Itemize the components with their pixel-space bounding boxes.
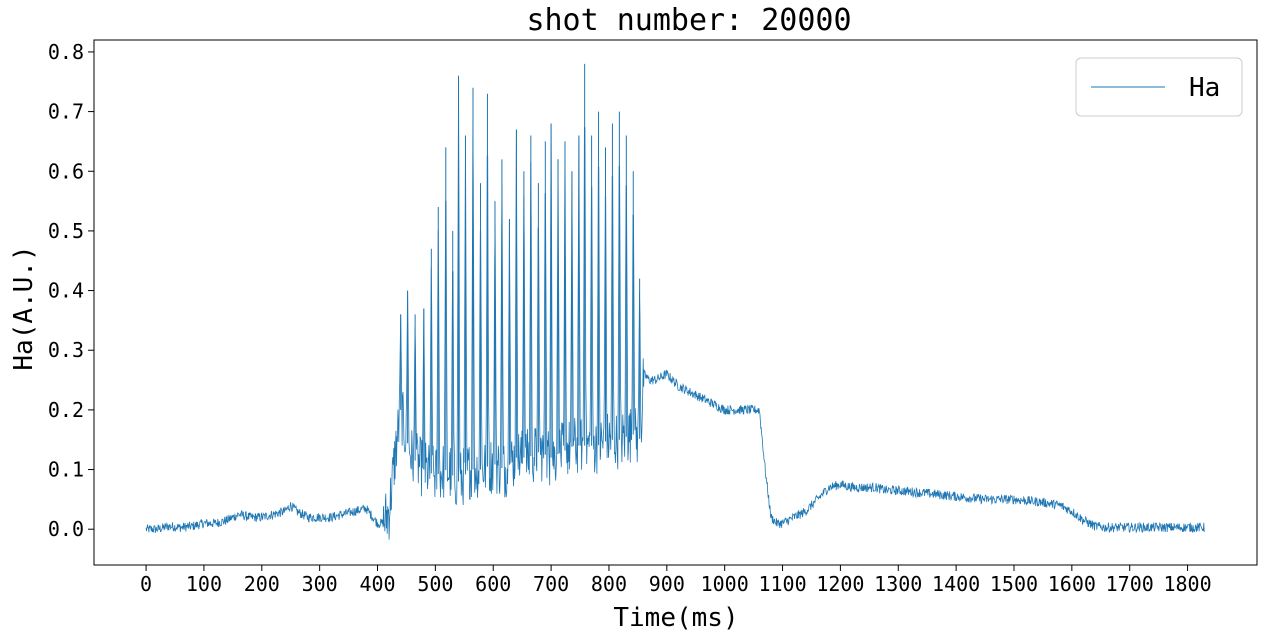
x-tick-label: 1500: [990, 572, 1038, 596]
x-tick-label: 1300: [874, 572, 922, 596]
x-tick-label: 700: [533, 572, 569, 596]
x-tick-label: 100: [186, 572, 222, 596]
y-tick-label: 0.3: [48, 338, 84, 362]
x-tick-label: 1200: [816, 572, 864, 596]
y-tick-label: 0.6: [48, 159, 84, 183]
x-tick-label: 1100: [758, 572, 806, 596]
x-tick-label: 200: [244, 572, 280, 596]
x-tick-label: 500: [417, 572, 453, 596]
y-tick-label: 0.5: [48, 219, 84, 243]
y-tick-label: 0.2: [48, 398, 84, 422]
x-tick-label: 600: [475, 572, 511, 596]
x-tick-label: 900: [649, 572, 685, 596]
chart-title: shot number: 20000: [526, 3, 851, 38]
x-tick-label: 300: [302, 572, 338, 596]
y-tick-label: 0.8: [48, 40, 84, 64]
legend-label: Ha: [1189, 73, 1220, 103]
x-tick-label: 1000: [701, 572, 749, 596]
x-tick-label: 1800: [1163, 572, 1211, 596]
x-tick-label: 1700: [1106, 572, 1154, 596]
x-tick-label: 1400: [932, 572, 980, 596]
plot-frame: [93, 39, 1258, 566]
x-tick-label: 1600: [1048, 572, 1096, 596]
x-tick-label: 800: [591, 572, 627, 596]
y-axis: 0.0 0.1 0.2 0.3 0.4 0.5 0.6 0.7 0.8: [48, 40, 94, 541]
series-layer: [145, 63, 1205, 540]
x-tick-label: 0: [140, 572, 152, 596]
y-axis-label: Ha(A.U.): [9, 245, 39, 370]
y-tick-label: 0.4: [48, 279, 84, 303]
y-tick-label: 0.1: [48, 458, 84, 482]
y-tick-label: 0.0: [48, 517, 84, 541]
series-line-ha: [145, 75, 1205, 540]
x-tick-label: 400: [359, 572, 395, 596]
legend: Ha: [1075, 57, 1243, 117]
x-axis-label: Time(ms): [613, 603, 738, 632]
x-axis: 0 100 200 300 400 500 600 700 800 900 1000 1100 1200…: [140, 565, 1212, 596]
y-tick-label: 0.7: [48, 100, 84, 124]
